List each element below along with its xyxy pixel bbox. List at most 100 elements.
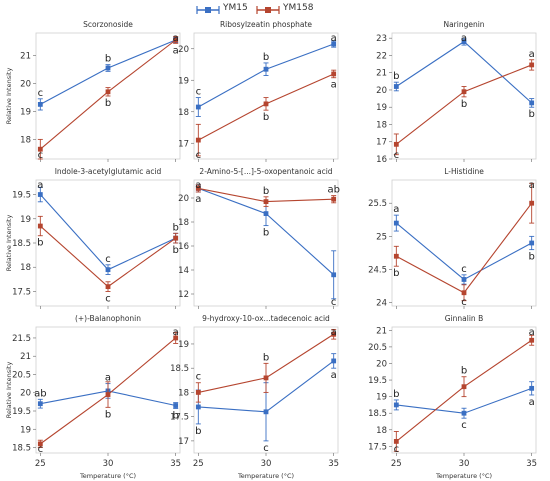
- series-ym158: [37, 36, 179, 160]
- significance-label: c: [196, 150, 202, 161]
- panel-title: Ginnalin B: [445, 314, 483, 323]
- data-point: [529, 240, 535, 246]
- significance-label: b: [263, 112, 269, 123]
- data-point: [105, 284, 111, 290]
- series-ym158: [195, 184, 337, 207]
- significance-label: c: [196, 87, 202, 98]
- data-point: [263, 211, 269, 216]
- significance-label: a: [195, 194, 201, 205]
- y-tick-label: 19: [20, 425, 31, 435]
- y-tick-label: 17: [178, 437, 189, 447]
- panel-title: Ribosylzeatin phosphate: [220, 20, 312, 29]
- y-tick-label: 14: [178, 266, 189, 276]
- chart-panel-9: Ginnalin B 17.5 18 18.5 19 19.5 20 20.5 21 25 30 35…: [368, 314, 537, 480]
- data-point: [195, 390, 201, 395]
- data-point: [105, 65, 111, 71]
- data-point: [37, 192, 43, 197]
- significance-label: b: [263, 52, 269, 63]
- y-tick-label: 12: [178, 290, 189, 300]
- data-point: [461, 277, 467, 282]
- y-tick-label: 17.5: [12, 287, 31, 297]
- series-ym158: [37, 215, 179, 292]
- series-ym158: [393, 59, 535, 156]
- data-point: [331, 71, 337, 77]
- data-point: [263, 409, 269, 415]
- data-point: [105, 89, 111, 95]
- y-tick-label: 18.5: [12, 239, 31, 249]
- y-axis-label: Relative Intensity: [5, 68, 13, 125]
- y-tick-label: 18: [178, 108, 189, 118]
- legend-swatch-ym158: [256, 6, 280, 14]
- significance-label: c: [38, 444, 44, 455]
- x-tick-label: 35: [328, 459, 339, 469]
- data-point: [529, 200, 535, 206]
- data-point: [37, 441, 43, 447]
- significance-label: a: [529, 397, 535, 408]
- y-tick-label: 19: [20, 215, 31, 225]
- significance-label: b: [105, 98, 111, 109]
- data-point: [461, 89, 467, 95]
- y-tick-label: 16: [178, 242, 189, 252]
- significance-label: b: [393, 268, 399, 279]
- significance-label: b: [263, 228, 269, 239]
- significance-label: a: [529, 49, 535, 60]
- significance-label: ab: [34, 388, 46, 399]
- y-tick-label: 18.5: [170, 364, 189, 374]
- y-tick-label: 19.5: [12, 191, 31, 201]
- chart-panel-3: Naringenin 16 17 18 19 20 21 22 23 b c a b a b: [376, 20, 537, 165]
- data-point: [263, 101, 269, 107]
- y-tick-label: 20: [20, 389, 31, 399]
- significance-label: b: [173, 222, 179, 233]
- y-tick-label: 20: [178, 45, 189, 55]
- y-tick-label: 20.5: [368, 343, 387, 353]
- y-tick-label: 25.5: [368, 199, 387, 209]
- series-ym15: [393, 37, 535, 108]
- y-tick-label: 19: [376, 103, 387, 113]
- significance-label: b: [263, 352, 269, 363]
- data-point: [461, 39, 467, 45]
- y-tick-label: 18: [178, 388, 189, 398]
- chart-panel-8: 9-hydroxy-10-ox...tadecenoic acid 17 17.5 1…: [170, 314, 339, 480]
- significance-label: a: [331, 33, 337, 44]
- y-tick-label: 19: [376, 393, 387, 403]
- x-tick-label: 30: [261, 459, 272, 469]
- panel-title: Scorzonoside: [83, 20, 133, 29]
- data-point: [393, 253, 399, 259]
- significance-label: c: [394, 150, 400, 161]
- significance-label: b: [529, 109, 535, 120]
- x-axis-label: Temperature (°C): [435, 472, 492, 480]
- significance-label: a: [529, 180, 535, 191]
- panel-title: (+)-Balanophonin: [75, 314, 141, 323]
- significance-label: b: [263, 186, 269, 197]
- data-point: [461, 410, 467, 416]
- y-tick-label: 18: [376, 120, 387, 130]
- series-ym158: [393, 334, 535, 452]
- y-tick-label: 22: [376, 51, 387, 61]
- x-axis-label: Temperature (°C): [79, 472, 136, 480]
- series-ym158: [195, 69, 337, 157]
- data-point: [195, 137, 201, 143]
- significance-label: c: [461, 264, 467, 275]
- x-tick-label: 25: [193, 459, 204, 469]
- significance-label: b: [461, 366, 467, 377]
- data-point: [173, 235, 179, 241]
- data-point: [37, 102, 43, 107]
- series-ym158: [195, 328, 337, 403]
- y-tick-label: 24: [376, 299, 387, 309]
- significance-label: a: [37, 180, 43, 191]
- series-ym158: [37, 332, 179, 448]
- data-point: [393, 141, 399, 147]
- significance-label: b: [173, 410, 179, 421]
- significance-label: c: [331, 297, 337, 308]
- significance-label: c: [105, 254, 111, 265]
- x-tick-label: 35: [526, 459, 537, 469]
- y-tick-label: 19.5: [12, 407, 31, 417]
- chart-panel-5: 2-Amino-5-[...]-5-oxopentanoic acid 12 14 1…: [178, 167, 340, 309]
- significance-label: a: [105, 373, 111, 384]
- x-tick-label: 30: [459, 459, 470, 469]
- data-point: [195, 186, 201, 191]
- significance-label: b: [461, 99, 467, 110]
- y-tick-label: 17.5: [368, 442, 387, 452]
- data-point: [393, 438, 399, 444]
- y-tick-label: 19: [178, 340, 189, 350]
